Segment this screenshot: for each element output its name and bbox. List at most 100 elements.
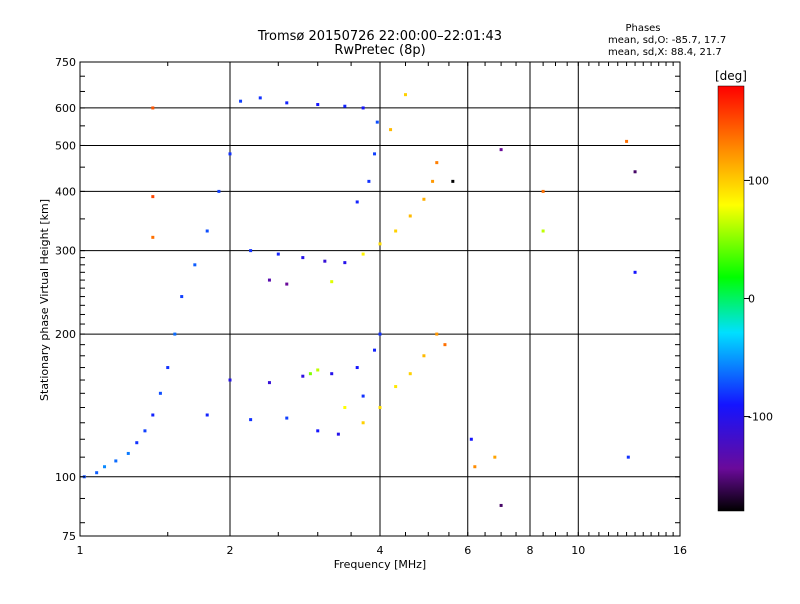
x-tick-label: 16 [673, 544, 687, 557]
data-point [625, 139, 629, 143]
data-point [267, 381, 271, 385]
stats-line-o: mean, sd,O: -85.7, 17.7 [608, 35, 726, 46]
data-point [443, 343, 447, 347]
colorbar-ticks: 100 0 -100 [744, 174, 773, 424]
data-point [626, 455, 630, 459]
data-point [541, 189, 545, 193]
y-tick-label: 300 [55, 245, 76, 258]
data-point [151, 195, 155, 199]
data-point [435, 161, 439, 165]
colorbar-label: [deg] [715, 69, 747, 83]
data-point [373, 152, 377, 156]
data-point [378, 242, 382, 246]
data-point [135, 441, 139, 445]
x-tick-label: 8 [527, 544, 534, 557]
x-axis-ticks: 1 2 4 6 8 10 16 [77, 62, 687, 557]
stats-line-x: mean, sd,X: 88.4, 21.7 [608, 47, 722, 58]
y-axis-label: Stationary phase Virtual Height [km] [38, 199, 51, 401]
x-axis-label: Frequency [MHz] [334, 558, 426, 571]
data-point [422, 197, 426, 201]
data-point [367, 179, 371, 183]
data-point [316, 103, 320, 107]
data-point [394, 229, 398, 233]
data-point [158, 391, 162, 395]
data-point [228, 378, 232, 382]
data-point [301, 256, 305, 260]
data-point [373, 348, 377, 352]
data-point [276, 252, 280, 256]
data-point [378, 406, 382, 410]
data-point [285, 101, 289, 105]
data-point [316, 429, 320, 433]
data-point [336, 432, 340, 436]
data-point [151, 413, 155, 417]
colorbar-tick-label: 0 [748, 293, 755, 306]
data-point [493, 455, 497, 459]
data-point [126, 451, 130, 455]
data-point [330, 372, 334, 376]
data-point [180, 295, 184, 299]
data-point [361, 421, 365, 425]
x-tick-label: 10 [571, 544, 585, 557]
data-point [228, 152, 232, 156]
y-tick-label: 400 [55, 185, 76, 198]
y-tick-label: 600 [55, 102, 76, 115]
data-point [408, 214, 412, 218]
data-point [378, 332, 382, 336]
data-point [499, 503, 503, 507]
data-point [285, 416, 289, 420]
data-point [343, 406, 347, 410]
data-point [151, 106, 155, 110]
data-point [431, 179, 435, 183]
colorbar-tick-label: -100 [748, 411, 773, 424]
data-point [151, 235, 155, 239]
data-point [355, 366, 359, 370]
y-tick-label: 100 [55, 471, 76, 484]
data-point [355, 200, 359, 204]
y-tick-label: 200 [55, 328, 76, 341]
y-tick-label: 500 [55, 139, 76, 152]
data-point [267, 278, 271, 282]
data-point [361, 106, 365, 110]
data-point [394, 385, 398, 389]
data-point [95, 471, 99, 475]
data-point [249, 418, 253, 422]
colorbar-tick-label: 100 [748, 174, 769, 187]
y-tick-label: 75 [62, 530, 76, 543]
y-axis-ticks: 75 100 200 300 400 500 600 750 [55, 56, 680, 543]
x-tick-label: 1 [77, 544, 84, 557]
data-point [285, 282, 289, 286]
data-point [330, 280, 334, 284]
data-point [114, 459, 118, 463]
data-point [258, 96, 262, 100]
data-point [323, 259, 327, 263]
data-point [541, 229, 545, 233]
data-point [451, 179, 455, 183]
data-point [343, 261, 347, 265]
data-point [193, 263, 197, 267]
stats-heading: Phases [625, 23, 660, 34]
data-point [389, 128, 393, 132]
data-point [316, 368, 320, 372]
data-point [173, 332, 177, 336]
data-point [166, 366, 170, 370]
x-tick-label: 2 [227, 544, 234, 557]
x-tick-label: 6 [464, 544, 471, 557]
data-point [143, 429, 147, 433]
data-point [239, 99, 243, 103]
data-point [375, 120, 379, 124]
data-point [633, 170, 637, 174]
x-tick-label: 4 [377, 544, 384, 557]
chart-title: Tromsø 20150726 22:00:00–22:01:43 [257, 29, 502, 44]
data-point [343, 104, 347, 108]
data-point [499, 148, 503, 152]
data-points [82, 93, 637, 507]
y-tick-label: 750 [55, 56, 76, 69]
data-point [308, 372, 312, 376]
grid-lines [80, 62, 680, 536]
data-point [103, 465, 107, 469]
data-point [249, 249, 253, 253]
data-point [301, 374, 305, 378]
